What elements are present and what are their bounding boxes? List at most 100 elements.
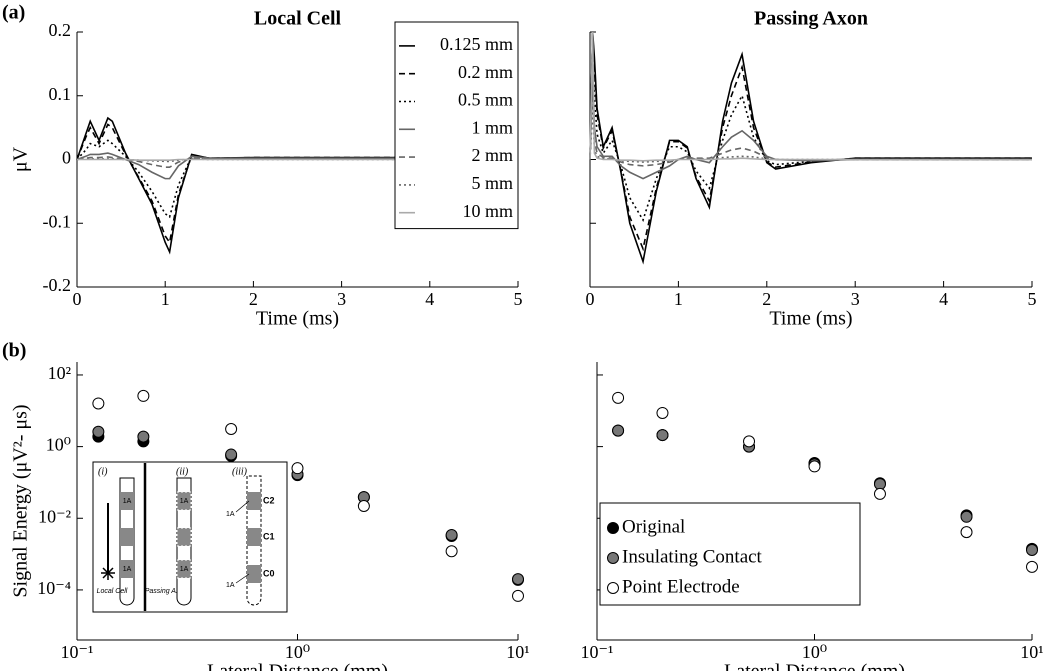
x-tick-label: 0 xyxy=(73,289,82,309)
series-line xyxy=(76,152,518,180)
series-line xyxy=(589,82,1032,167)
chart-title: Passing Axon xyxy=(754,8,868,30)
point xyxy=(92,425,105,438)
contact-band xyxy=(120,492,134,510)
legend-label: 0.125 mm xyxy=(440,34,513,54)
point xyxy=(445,545,458,558)
panel-label: (b) xyxy=(2,340,26,362)
y-tick-label: 0.1 xyxy=(49,84,72,104)
contact-label: C1 xyxy=(263,531,275,541)
legend-label: Insulating Contact xyxy=(622,546,763,567)
contact-label: 1A xyxy=(226,582,235,589)
x-axis-label: Time (ms) xyxy=(256,308,339,330)
contact-label: 1A xyxy=(123,566,132,573)
point xyxy=(656,429,669,442)
point xyxy=(445,529,458,542)
legend-label: 5 mm xyxy=(471,173,513,193)
y-tick-label: 10⁻² xyxy=(38,506,71,526)
point xyxy=(512,589,524,602)
point xyxy=(357,499,370,512)
point xyxy=(1026,544,1038,557)
y-tick-label: 10⁰ xyxy=(46,435,71,455)
point xyxy=(291,462,304,475)
x-tick-label: 4 xyxy=(939,289,948,309)
inset-diagram: (i) (ii) (iii) 1A 1A Local Cell Passing … xyxy=(92,461,288,613)
x-tick-label: 3 xyxy=(851,289,860,309)
x-tick-label: 2 xyxy=(249,289,258,309)
y-tick-label: 0 xyxy=(62,148,71,168)
series-line xyxy=(589,44,1032,222)
contact-band xyxy=(247,528,261,546)
series-line xyxy=(76,139,518,219)
legend-label: 1 mm xyxy=(471,117,513,137)
inset-label: (ii) xyxy=(176,466,189,477)
x-tick-label: 10⁻¹ xyxy=(581,642,614,662)
cell-body xyxy=(101,566,115,580)
legend-swatch xyxy=(607,582,619,594)
legend-swatch xyxy=(607,552,619,564)
y-tick-label: -0.2 xyxy=(43,275,72,295)
point xyxy=(873,487,886,500)
x-tick-label: 10⁻¹ xyxy=(61,642,94,662)
x-tick-label: 10¹ xyxy=(506,642,529,662)
contact-band xyxy=(120,560,134,578)
series-line xyxy=(589,31,1032,265)
legend-swatch xyxy=(607,522,619,534)
legend-frame xyxy=(394,21,519,230)
series-line xyxy=(589,108,1032,163)
series-line xyxy=(77,158,518,161)
x-tick-label: 4 xyxy=(425,289,434,309)
contact-band xyxy=(176,491,192,511)
contact-label: C0 xyxy=(263,568,275,578)
x-axis-label: Lateral Distance (mm) xyxy=(724,661,905,671)
point xyxy=(92,397,105,410)
x-tick-label: 10¹ xyxy=(1020,642,1043,662)
plots: 0 1 2 3 4 5 -0.2 -0.1 0 0.1 0.2 Local Cell Time (ms)… xyxy=(10,8,1044,671)
point xyxy=(960,510,973,523)
y-tick-label: 10² xyxy=(48,363,71,383)
point xyxy=(960,526,973,539)
point xyxy=(808,460,821,473)
contact-label: 1A xyxy=(123,498,132,505)
inset-label: (iii) xyxy=(232,466,248,477)
point xyxy=(612,424,625,437)
legend-label: 10 mm xyxy=(462,201,513,221)
x-tick-label: 0 xyxy=(586,289,595,309)
pointer xyxy=(235,500,250,513)
point xyxy=(512,573,524,586)
contact-band xyxy=(176,559,192,579)
contact-label: C2 xyxy=(263,495,275,505)
series-line xyxy=(76,116,518,255)
point xyxy=(137,430,150,443)
series-line xyxy=(589,31,1032,252)
legend-label: 2 mm xyxy=(471,145,513,165)
x-tick-label: 3 xyxy=(337,289,346,309)
panel-label: (a) xyxy=(2,2,25,24)
legend-label: 0.5 mm xyxy=(458,90,513,110)
point xyxy=(743,435,756,448)
point xyxy=(656,406,669,419)
point xyxy=(225,448,238,461)
inset-text: Passing Axon xyxy=(145,588,188,595)
x-tick-label: 1 xyxy=(674,289,683,309)
x-tick-label: 5 xyxy=(514,289,523,309)
x-axis-label: Lateral Distance (mm) xyxy=(207,661,388,671)
y-tick-label: 0.2 xyxy=(49,20,72,40)
chart-title: Local Cell xyxy=(254,8,342,30)
point xyxy=(612,391,625,404)
y-tick-label: 10⁻⁴ xyxy=(37,578,71,598)
series-line xyxy=(589,63,1032,180)
series-line xyxy=(76,123,518,245)
point xyxy=(1026,560,1038,573)
inset-text: Local Cell xyxy=(97,588,128,595)
y-tick-label: -0.1 xyxy=(43,211,72,231)
legend-label: Original xyxy=(622,516,685,537)
x-tick-label: 1 xyxy=(161,289,170,309)
contact-band xyxy=(176,527,192,547)
point xyxy=(137,389,150,402)
contact-band xyxy=(247,492,261,510)
legend-label: Point Electrode xyxy=(622,576,740,597)
legend-label: 0.2 mm xyxy=(458,62,513,82)
y-axis-label: Signal Energy (μV²- μs) xyxy=(10,404,32,597)
inset-label: (i) xyxy=(98,466,108,477)
